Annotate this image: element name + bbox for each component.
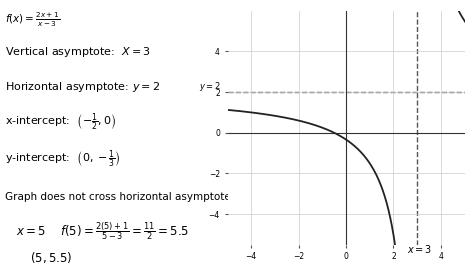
Text: Vertical asymptote:  $X = 3$: Vertical asymptote: $X = 3$ (5, 45, 150, 59)
Text: Graph does not cross horizontal asymptote.: Graph does not cross horizontal asymptot… (5, 192, 234, 202)
Text: $(5, 5.5)$: $(5, 5.5)$ (29, 250, 72, 265)
Text: x-intercept:  $\left(-\frac{1}{2}, 0\right)$: x-intercept: $\left(-\frac{1}{2}, 0\righ… (5, 112, 116, 133)
Text: y-intercept:  $\left(0, -\frac{1}{3}\right)$: y-intercept: $\left(0, -\frac{1}{3}\righ… (5, 149, 120, 170)
Text: $f(x)=\frac{2x+1}{x-3}$: $f(x)=\frac{2x+1}{x-3}$ (5, 11, 60, 29)
Text: $y=2$: $y=2$ (199, 80, 220, 93)
Text: $x=5$    $f(5)=\frac{2(5)+1}{5-3}=\frac{11}{2}=5.5$: $x=5$ $f(5)=\frac{2(5)+1}{5-3}=\frac{11}… (16, 221, 189, 243)
Text: Horizontal asymptote: $y=2$: Horizontal asymptote: $y=2$ (5, 80, 160, 94)
Text: $x=3$: $x=3$ (407, 243, 432, 255)
